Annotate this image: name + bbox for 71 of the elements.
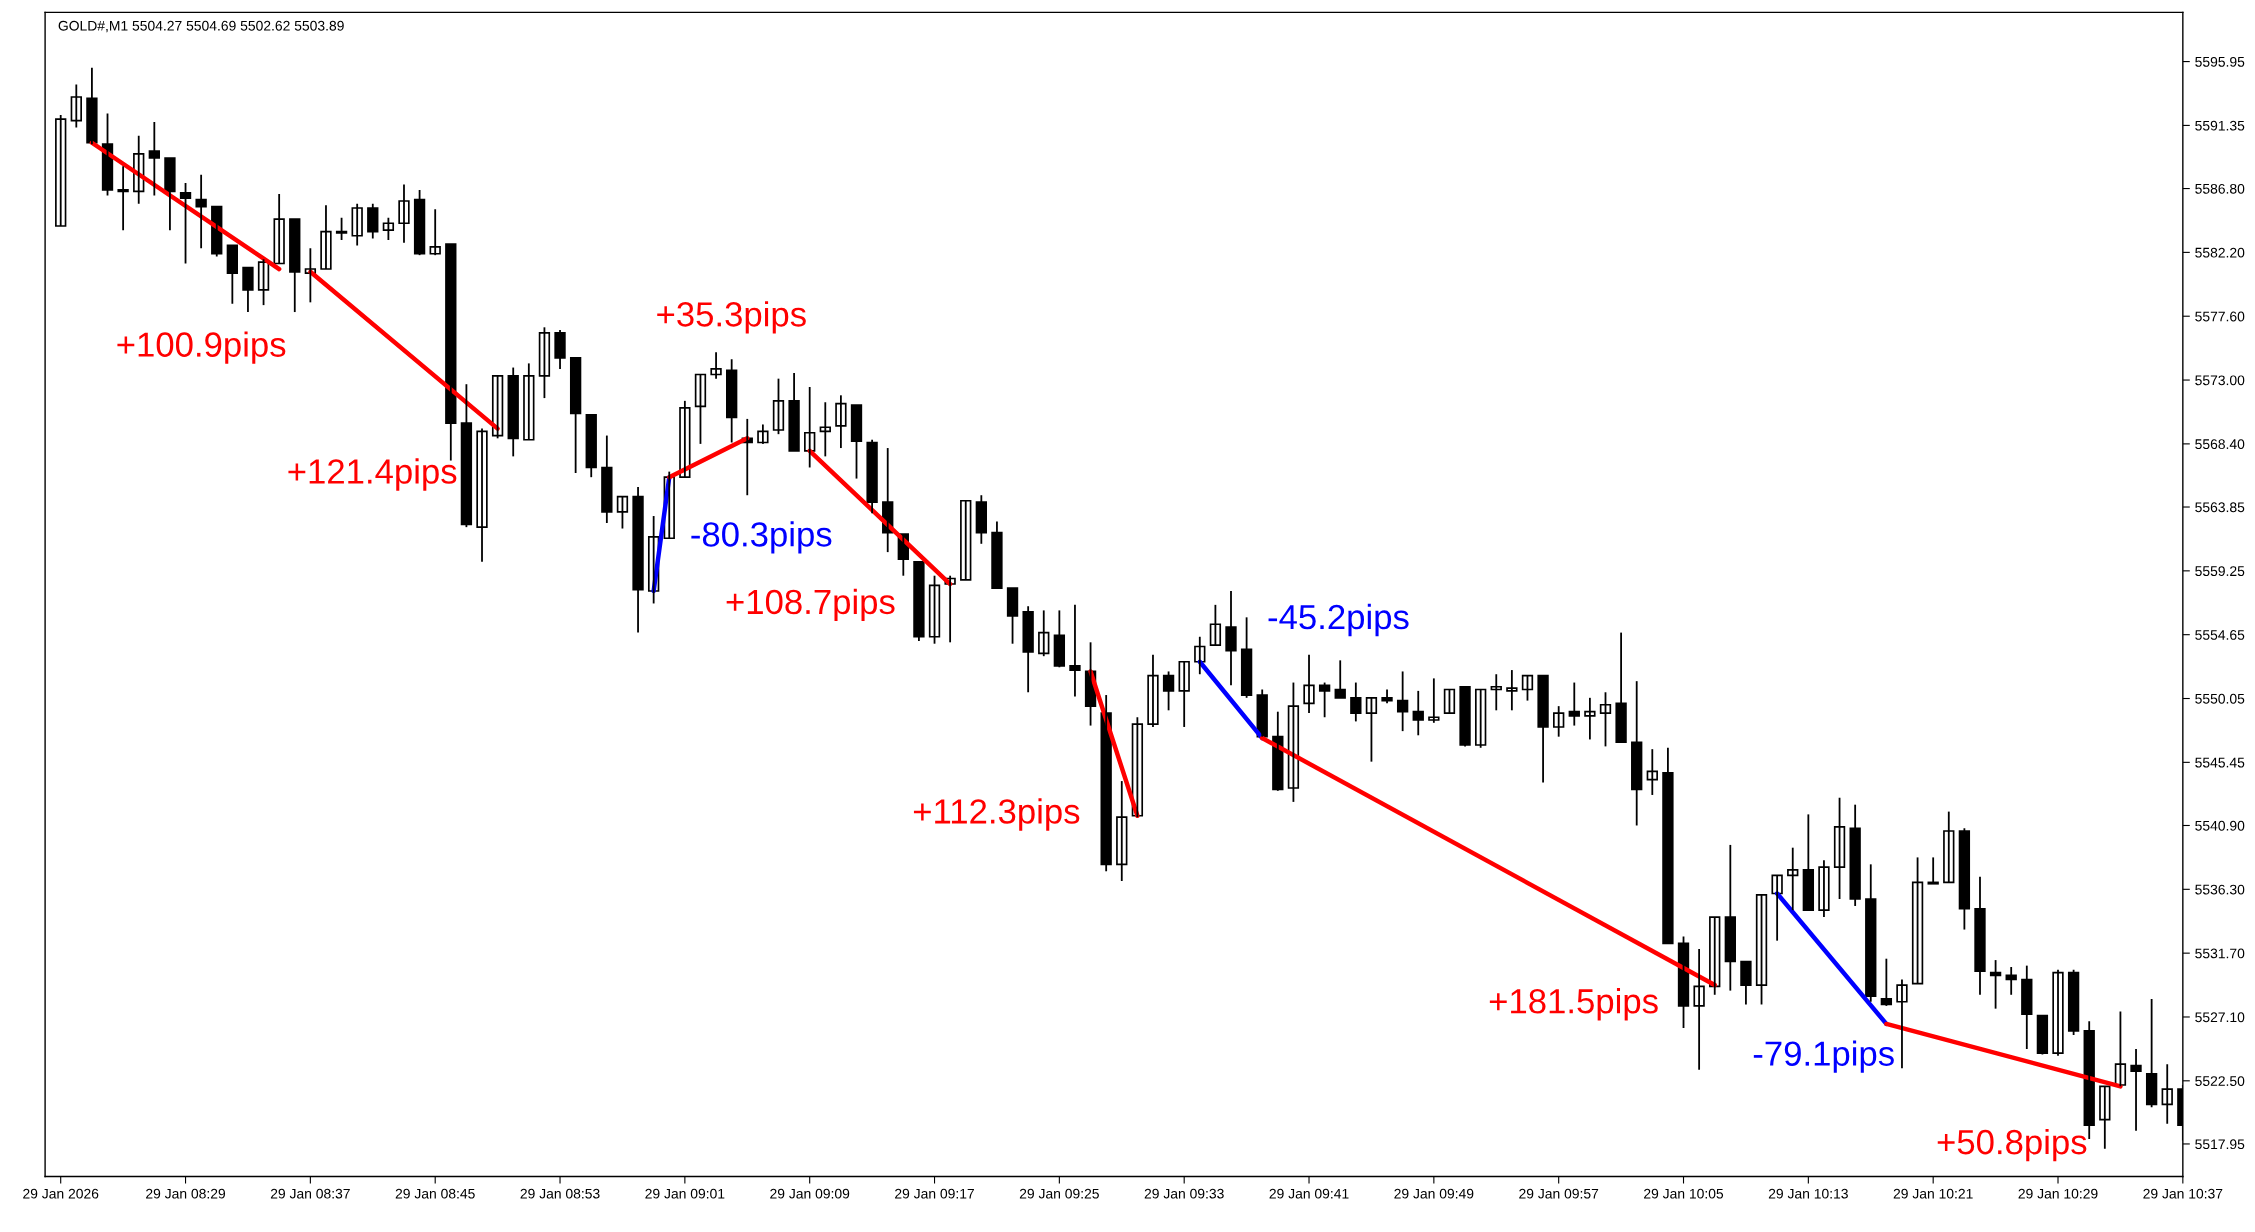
y-tick-label: 5536.30: [2195, 884, 2245, 895]
x-tick-label: 29 Jan 09:41: [1269, 1188, 1349, 1199]
x-tick-label: 29 Jan 2026: [23, 1188, 99, 1199]
y-tick-label: 5517.95: [2195, 1139, 2245, 1150]
y-tick-label: 5577.60: [2195, 311, 2245, 322]
candlestick: [835, 394, 847, 449]
x-tick-label: 29 Jan 08:29: [146, 1188, 226, 1199]
x-tick-label: 29 Jan 10:37: [2143, 1188, 2223, 1199]
candlestick: [1428, 677, 1440, 724]
annotation: -45.2pips: [1268, 603, 1409, 637]
candlestick: [788, 372, 800, 452]
candlestick: [398, 183, 410, 244]
y-tick-label: 5527.10: [2195, 1012, 2245, 1023]
candlestick: [616, 495, 629, 530]
candlestick: [1318, 681, 1331, 719]
annotation: +35.3pips: [657, 301, 806, 334]
x-tick-label: 29 Jan 09:17: [895, 1188, 974, 1199]
x-tick-label: 29 Jan 08:53: [520, 1188, 600, 1199]
x-tick-label: 29 Jan 10:05: [1644, 1188, 1724, 1199]
candlestick: [554, 329, 566, 370]
candlestick: [1896, 978, 1908, 1070]
y-tick-label: 5550.05: [2195, 693, 2245, 704]
annotation: +100.9pips: [117, 331, 286, 364]
candlestick: [1162, 670, 1175, 712]
text: GOLD#,M1 5504.27 5504.69 5502.62 5503.89: [58, 20, 344, 33]
x-tick-label: 29 Jan 10:21: [1893, 1188, 1973, 1199]
annotation: +181.5pips: [1489, 988, 1658, 1021]
candlestick: [1350, 681, 1362, 723]
annotation: +50.8pips: [1937, 1128, 2087, 1162]
candlestick: [242, 266, 254, 313]
y-tick-label: 5522.50: [2195, 1076, 2245, 1086]
x-tick-label: 29 Jan 09:57: [1519, 1188, 1599, 1199]
candlestick: [1365, 696, 1378, 763]
candlestick: [335, 216, 348, 241]
y-tick-label: 5554.65: [2195, 630, 2245, 640]
annotation: +121.4pips: [288, 458, 457, 491]
y-tick-label: 5531.70: [2195, 948, 2245, 959]
y-tick-label: 5595.95: [2195, 56, 2245, 67]
y-tick-label: 5568.40: [2195, 439, 2245, 450]
y-tick-label: 5545.45: [2195, 757, 2245, 768]
candlestick: [1584, 696, 1596, 741]
y-tick-label: 5591.35: [2195, 120, 2245, 131]
x-tick-label: 29 Jan 09:33: [1144, 1188, 1224, 1199]
y-tick-label: 5563.85: [2195, 502, 2245, 513]
y-tick-label: 5582.20: [2195, 247, 2245, 258]
x-tick-label: 29 Jan 10:29: [2018, 1188, 2098, 1199]
y-tick-label: 5573.00: [2195, 375, 2245, 386]
x-tick-label: 29 Jan 08:37: [270, 1188, 350, 1199]
candlestick: [850, 404, 863, 480]
candlestick: [1069, 603, 1081, 698]
annotation: +108.7pips: [726, 588, 895, 622]
candlestick: [1506, 669, 1518, 712]
x-tick-label: 29 Jan 09:49: [1394, 1188, 1474, 1199]
candlestick: [117, 165, 129, 232]
annotation: -79.1pips: [1753, 1040, 1894, 1073]
y-tick-label: 5540.90: [2195, 820, 2245, 831]
candlestick: [960, 499, 972, 581]
candlestick: [1303, 653, 1315, 714]
x-tick-label: 29 Jan 08:45: [395, 1188, 475, 1199]
annotation: +112.3pips: [913, 798, 1080, 831]
candlestick: [1006, 587, 1019, 645]
x-tick-label: 29 Jan 09:25: [1019, 1188, 1099, 1199]
x-tick-label: 29 Jan 10:13: [1768, 1188, 1848, 1199]
x-tick-label: 29 Jan 09:09: [770, 1188, 850, 1199]
annotation: -80.3pips: [691, 521, 832, 554]
y-tick-label: 5586.80: [2195, 183, 2245, 194]
x-tick-label: 29 Jan 09:01: [645, 1188, 725, 1199]
candlestick: [1599, 691, 1612, 748]
candlestick: [1443, 688, 1456, 714]
candlestick: [1927, 856, 1939, 885]
y-tick-label: 5559.25: [2195, 566, 2245, 577]
